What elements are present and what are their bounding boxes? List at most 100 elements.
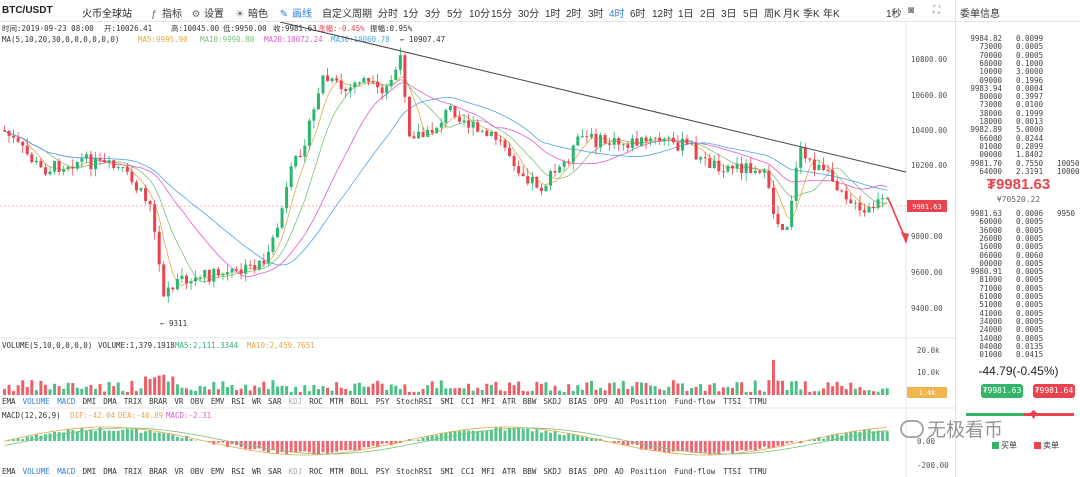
ask-row[interactable]: 73000 0.0005: [956, 43, 1080, 51]
bid-row[interactable]: 04000 0.0135: [956, 342, 1080, 351]
indicator-tab-volume[interactable]: VOLUME: [23, 467, 51, 476]
indicator-tab-smi[interactable]: SMI: [440, 467, 454, 476]
indicators-button[interactable]: ƒ 指标: [148, 5, 182, 20]
indicator-tab-stochrsi[interactable]: StochRSI: [396, 397, 432, 406]
indicator-tab-trix[interactable]: TRIX: [124, 467, 143, 476]
indicator-tab-sar[interactable]: SAR: [268, 397, 282, 406]
ask-row[interactable]: 70000 0.0005: [956, 51, 1080, 60]
bid-row[interactable]: 26000 0.0005: [956, 234, 1080, 243]
indicator-tab-macd[interactable]: MACD: [57, 397, 76, 406]
ask-row[interactable]: 09000 0.1996: [956, 76, 1080, 85]
buy-price-button[interactable]: ₮9981.63: [981, 384, 1023, 398]
period-3[interactable]: 5分: [447, 9, 463, 20]
kline-chart[interactable]: 时间:2019-09-23 08:00 开:10026.41 高:10045.0…: [0, 22, 955, 477]
indicator-tab-ema[interactable]: EMA: [2, 397, 16, 406]
bid-row[interactable]: 9980.91 0.0005: [956, 268, 1080, 276]
ask-row[interactable]: 9983.94 0.0004: [956, 84, 1080, 93]
indicator-tab-mfi[interactable]: MFI: [482, 397, 496, 406]
ask-row[interactable]: 66000 0.0244: [956, 134, 1080, 143]
period-4[interactable]: 10分: [469, 9, 491, 20]
indicator-tab-position[interactable]: Position: [631, 397, 667, 406]
indicator-tab-ema[interactable]: EMA: [2, 467, 16, 476]
indicator-tab-position[interactable]: Position: [631, 467, 667, 476]
indicator-tab-wr[interactable]: WR: [252, 397, 262, 406]
indicator-tab-obv[interactable]: OBV: [190, 397, 204, 406]
indicator-tab-emv[interactable]: EMV: [211, 467, 225, 476]
custom-period-dropdown[interactable]: 自定义周期 ⌄: [322, 9, 384, 20]
period-9[interactable]: 3时: [588, 9, 604, 20]
indicator-tab-ttsi[interactable]: TTSI: [723, 467, 741, 476]
indicator-tab-ao[interactable]: AO: [615, 397, 625, 406]
indicator-tab-bbw[interactable]: BBW: [523, 467, 537, 476]
indicator-tab-vr[interactable]: VR: [174, 397, 184, 406]
indicator-tab-smi[interactable]: SMI: [440, 397, 454, 406]
bid-row[interactable]: 60000 0.0005: [956, 218, 1080, 226]
period-11[interactable]: 6时: [630, 9, 646, 20]
settings-button[interactable]: ⚙ 设置: [191, 9, 224, 20]
indicator-tab-ttmu[interactable]: TTMU: [749, 397, 767, 406]
sell-price-button[interactable]: ₮9981.64: [1033, 384, 1075, 398]
period-19[interactable]: 季K: [803, 9, 820, 20]
indicator-tab-rsi[interactable]: RSI: [232, 397, 246, 406]
period-20[interactable]: 年K: [823, 9, 840, 20]
indicator-tab-mtm[interactable]: MTM: [330, 467, 344, 476]
ask-row[interactable]: 9982.89 5.0000: [956, 126, 1080, 134]
indicator-tab-dpo[interactable]: DPO: [594, 467, 608, 476]
period-1[interactable]: 1分: [403, 9, 419, 20]
bid-row[interactable]: 06000 0.0060: [956, 251, 1080, 260]
indicator-tab-emv[interactable]: EMV: [211, 397, 225, 406]
fullscreen-icon[interactable]: ⛶: [933, 5, 940, 16]
ask-row[interactable]: 68000 0.1000: [956, 59, 1080, 68]
indicator-tab-dma[interactable]: DMA: [103, 467, 117, 476]
indicator-tab-bias[interactable]: BIAS: [569, 467, 588, 476]
indicator-tab-brar[interactable]: BRAR: [149, 467, 168, 476]
period-10[interactable]: 4时: [609, 9, 625, 20]
indicator-tab-sar[interactable]: SAR: [268, 467, 282, 476]
ask-row[interactable]: 80000 0.3997: [956, 93, 1080, 101]
period-18[interactable]: 月K: [783, 9, 800, 20]
ask-row[interactable]: 00000 1.8402: [956, 151, 1080, 159]
indicator-tab-boll[interactable]: BOLL: [350, 397, 369, 406]
bid-row[interactable]: 16000 0.0005: [956, 243, 1080, 251]
bid-row[interactable]: 71000 0.0005: [956, 284, 1080, 293]
ask-row[interactable]: 64000 2.3191 10000: [956, 167, 1080, 176]
indicator-tab-kdj[interactable]: KDJ: [289, 397, 303, 406]
indicator-tab-cci[interactable]: CCI: [461, 467, 475, 476]
indicator-tab-skdj[interactable]: SKDJ: [543, 467, 561, 476]
indicator-tab-mfi[interactable]: MFI: [482, 467, 496, 476]
indicator-tab-ttsi[interactable]: TTSI: [723, 397, 741, 406]
ask-row[interactable]: 01000 0.2899: [956, 142, 1080, 151]
indicator-tab-dpo[interactable]: DPO: [594, 397, 608, 406]
indicator-tab-ttmu[interactable]: TTMU: [749, 467, 767, 476]
bid-row[interactable]: 81000 0.0005: [956, 276, 1080, 284]
ask-row[interactable]: 73000 0.0100: [956, 101, 1080, 109]
indicator-tab-vr[interactable]: VR: [174, 467, 184, 476]
indicator-tab-skdj[interactable]: SKDJ: [543, 397, 561, 406]
indicator-tab-psy[interactable]: PSY: [376, 467, 390, 476]
indicator-tab-rsi[interactable]: RSI: [232, 467, 246, 476]
theme-button[interactable]: ☀ 暗色: [235, 9, 268, 20]
camera-icon[interactable]: ◙: [908, 5, 915, 16]
bid-row[interactable]: 36000 0.0005: [956, 226, 1080, 235]
period-13[interactable]: 1日: [678, 9, 694, 20]
bid-row[interactable]: 41000 0.0005: [956, 309, 1080, 318]
period-14[interactable]: 2日: [700, 9, 716, 20]
period-5[interactable]: 15分: [491, 9, 513, 20]
bid-row[interactable]: 00000 0.0005: [956, 259, 1080, 268]
ask-row[interactable]: 38000 0.1999: [956, 109, 1080, 118]
indicator-tab-dma[interactable]: DMA: [103, 397, 117, 406]
indicator-tab-bias[interactable]: BIAS: [569, 397, 588, 406]
indicator-tab-volume[interactable]: VOLUME: [23, 397, 51, 406]
indicator-tab-trix[interactable]: TRIX: [124, 397, 143, 406]
period-0[interactable]: 分时: [378, 9, 398, 20]
period-15[interactable]: 3日: [721, 9, 737, 20]
bid-row[interactable]: 9981.63 0.0006 9950: [956, 210, 1080, 218]
trend-line[interactable]: [279, 22, 907, 173]
indicator-tab-roc[interactable]: ROC: [309, 397, 323, 406]
indicator-tab-roc[interactable]: ROC: [309, 467, 323, 476]
bid-row[interactable]: 14000 0.0005: [956, 334, 1080, 343]
period-8[interactable]: 2时: [566, 9, 582, 20]
bid-row[interactable]: 51000 0.0005: [956, 301, 1080, 309]
indicator-tab-boll[interactable]: BOLL: [350, 467, 369, 476]
indicator-tab-atr[interactable]: ATR: [502, 397, 516, 406]
